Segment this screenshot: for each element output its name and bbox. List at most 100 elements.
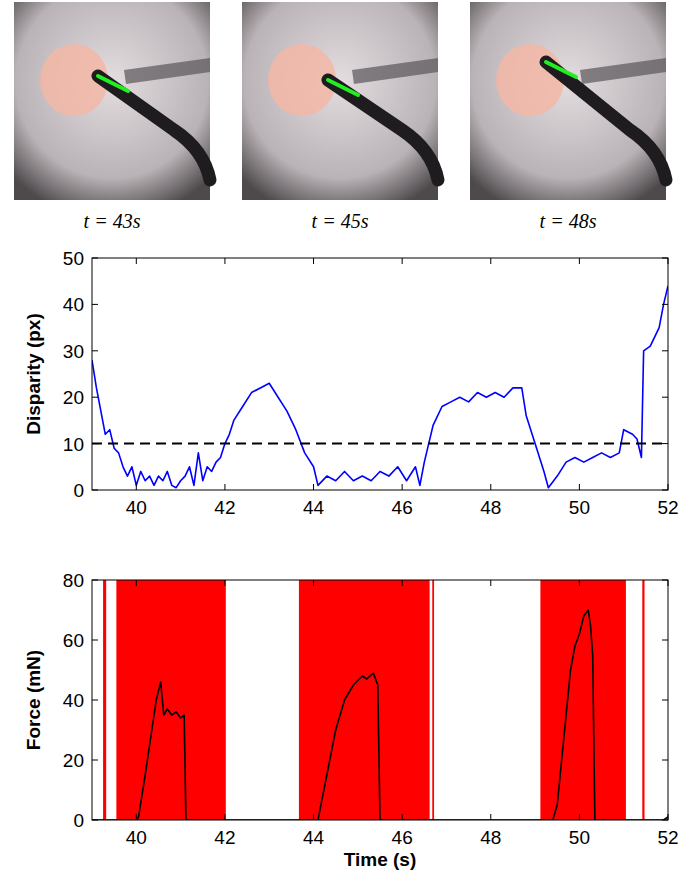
- photo-background: [242, 2, 438, 200]
- data-line: [92, 610, 668, 820]
- y-tick-label: 20: [63, 750, 84, 771]
- contact-span: [299, 580, 430, 820]
- y-tick-label: 60: [63, 630, 84, 651]
- y-tick: [662, 820, 668, 821]
- plot-area: [92, 286, 668, 488]
- x-tick: [136, 258, 137, 264]
- x-tick-label: 40: [126, 497, 147, 518]
- contact-span: [642, 580, 644, 820]
- y-tick: [662, 700, 668, 701]
- y-tick: [92, 304, 98, 305]
- x-tick: [136, 814, 137, 820]
- x-tick-label: 40: [126, 827, 147, 848]
- y-tick: [662, 258, 668, 259]
- photo: [242, 2, 438, 200]
- x-tick: [402, 258, 403, 264]
- y-tick-label: 40: [63, 294, 84, 315]
- shadow: [352, 58, 438, 84]
- x-tick-label: 50: [569, 827, 590, 848]
- x-tick: [224, 814, 225, 820]
- x-tick: [224, 484, 225, 490]
- plot-frame: [92, 258, 668, 490]
- x-tick: [313, 258, 314, 264]
- y-tick-label: 0: [73, 480, 84, 501]
- y-tick: [662, 350, 668, 351]
- x-tick-label: 46: [392, 497, 413, 518]
- x-tick-label: 42: [214, 497, 235, 518]
- y-tick: [92, 397, 98, 398]
- x-tick: [402, 580, 403, 586]
- x-tick-label: 46: [392, 827, 413, 848]
- x-tick-label: 48: [480, 497, 501, 518]
- y-tick: [92, 760, 98, 761]
- y-tick-label: 10: [63, 434, 84, 455]
- data-line: [92, 286, 668, 488]
- plot-area: [92, 580, 668, 820]
- x-tick: [136, 484, 137, 490]
- contact-span: [432, 580, 434, 820]
- x-tick: [490, 484, 491, 490]
- y-tick-label: 20: [63, 387, 84, 408]
- photo-background: [14, 2, 210, 200]
- x-tick: [490, 258, 491, 264]
- shadow: [124, 58, 210, 84]
- photo-label: t = 43s: [84, 210, 141, 232]
- x-tick-label: 44: [303, 827, 325, 848]
- instrument: [328, 80, 438, 180]
- contact-span: [103, 580, 106, 820]
- x-tick: [668, 814, 669, 820]
- y-tick: [662, 397, 668, 398]
- y-tick: [92, 820, 98, 821]
- x-tick: [313, 484, 314, 490]
- x-tick: [579, 258, 580, 264]
- x-tick: [490, 580, 491, 586]
- x-tick: [579, 814, 580, 820]
- y-tick: [662, 490, 668, 491]
- contact-span: [116, 580, 225, 820]
- instrument: [546, 62, 666, 180]
- tool-axis: [328, 80, 358, 95]
- x-tick: [313, 580, 314, 586]
- x-tick: [490, 814, 491, 820]
- tool-axis: [546, 62, 576, 77]
- tissue: [496, 44, 564, 116]
- x-tick-label: 52: [657, 497, 678, 518]
- y-tick: [92, 700, 98, 701]
- x-tick: [579, 484, 580, 490]
- x-tick-label: 48: [480, 827, 501, 848]
- y-axis-title: Disparity (px): [23, 313, 44, 434]
- photo: [14, 2, 210, 200]
- tool-axis: [98, 76, 128, 91]
- y-tick: [92, 443, 98, 444]
- figure: t = 43st = 45st = 48s4042444648505201020…: [0, 0, 686, 874]
- photo-label: t = 48s: [540, 210, 597, 232]
- x-tick: [313, 814, 314, 820]
- instrument: [98, 76, 210, 180]
- y-tick: [92, 640, 98, 641]
- y-tick-label: 50: [63, 248, 84, 269]
- x-tick: [402, 814, 403, 820]
- y-tick-label: 0: [73, 810, 84, 831]
- x-tick: [668, 580, 669, 586]
- photo: [470, 2, 666, 200]
- x-tick: [579, 580, 580, 586]
- y-tick: [662, 443, 668, 444]
- x-tick: [668, 484, 669, 490]
- plot-background: [92, 580, 668, 820]
- y-tick-label: 30: [63, 341, 84, 362]
- y-tick: [92, 580, 98, 581]
- photo-background: [470, 2, 666, 200]
- y-tick: [662, 304, 668, 305]
- x-tick-label: 44: [303, 497, 325, 518]
- x-tick: [224, 258, 225, 264]
- x-tick: [224, 580, 225, 586]
- y-tick: [662, 760, 668, 761]
- x-tick-label: 42: [214, 827, 235, 848]
- x-tick: [136, 580, 137, 586]
- y-tick: [92, 490, 98, 491]
- y-axis-title: Force (mN): [23, 650, 44, 750]
- y-tick: [662, 640, 668, 641]
- y-tick-label: 40: [63, 690, 84, 711]
- y-tick: [92, 258, 98, 259]
- x-tick-label: 52: [657, 827, 678, 848]
